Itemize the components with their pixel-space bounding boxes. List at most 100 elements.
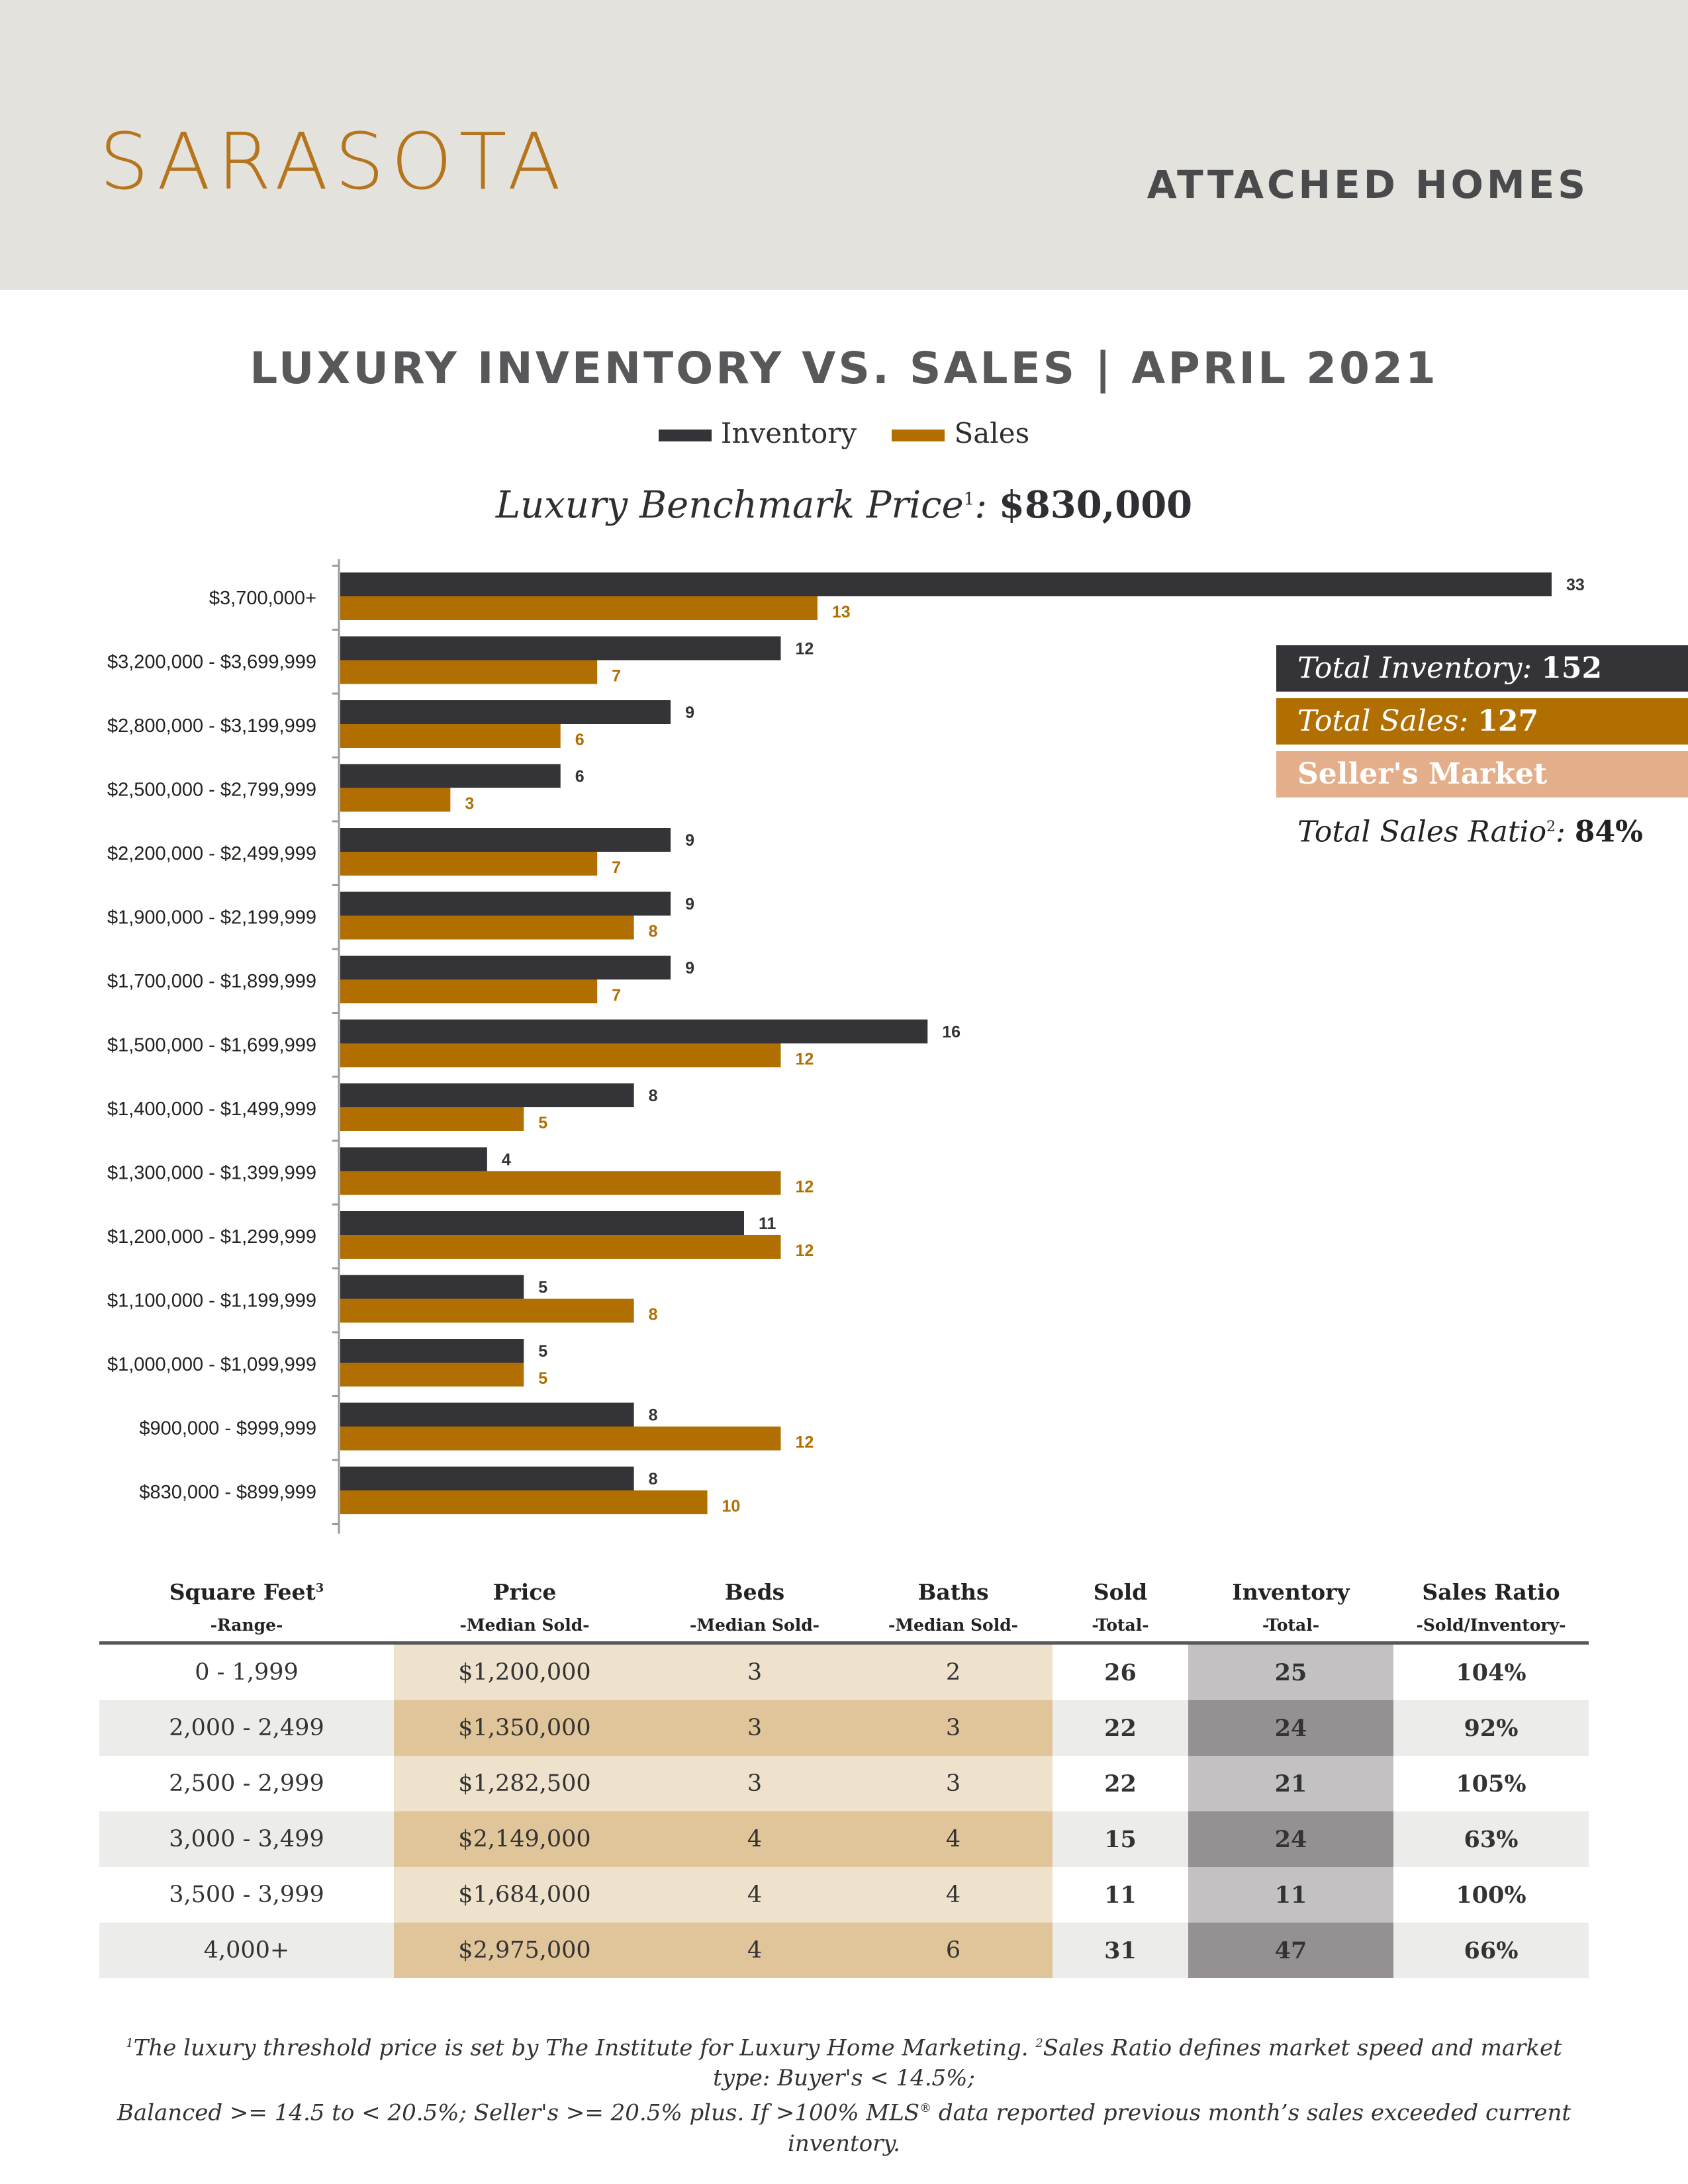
category-label: $900,000 - $999,999 bbox=[139, 1418, 316, 1439]
legend-swatch-sales bbox=[892, 430, 945, 441]
category-label: $1,700,000 - $1,899,999 bbox=[107, 971, 316, 992]
table-cell: 4 bbox=[854, 1867, 1053, 1923]
bar-sales bbox=[340, 724, 561, 748]
col-header-2: Beds bbox=[655, 1575, 854, 1608]
table-cell: 0 - 1,999 bbox=[99, 1643, 394, 1700]
table-cell: 2 bbox=[854, 1643, 1053, 1700]
bar-value-label-sales: 12 bbox=[795, 1178, 814, 1197]
bar-inventory bbox=[340, 1083, 634, 1107]
legend-label-sales: Sales bbox=[954, 417, 1030, 449]
chart-legend: Inventory Sales bbox=[0, 417, 1688, 449]
table-row: 3,500 - 3,999 $1,684,000 4 4 11 11 100% bbox=[99, 1867, 1589, 1923]
benchmark-label: Luxury Benchmark Price bbox=[495, 484, 964, 527]
bar-value-label-inventory: 33 bbox=[1566, 576, 1585, 594]
square-feet-table: Square Feet3 Price Beds Baths Sold Inventory S… bbox=[99, 1575, 1589, 1978]
total-inventory-box: Total Inventory: 152 bbox=[1276, 645, 1688, 692]
bar-value-label-sales: 12 bbox=[795, 1433, 814, 1452]
bar-value-label-inventory: 9 bbox=[685, 959, 694, 978]
table-cell: 2,500 - 2,999 bbox=[99, 1756, 394, 1811]
table-cell: $2,975,000 bbox=[394, 1923, 655, 1978]
table-cell: 15 bbox=[1053, 1811, 1188, 1867]
col-header-6: Sales Ratio bbox=[1393, 1575, 1589, 1608]
bar-inventory bbox=[340, 572, 1552, 596]
table-cell: 66% bbox=[1393, 1923, 1589, 1978]
total-sales-box: Total Sales: 127 bbox=[1276, 698, 1688, 745]
category-label: $1,900,000 - $2,199,999 bbox=[107, 907, 316, 929]
col-header-1: Price bbox=[394, 1575, 655, 1608]
bar-value-label-sales: 3 bbox=[465, 795, 474, 813]
table-cell: 24 bbox=[1188, 1811, 1393, 1867]
city-title: SARASOTA bbox=[99, 116, 568, 207]
bar-value-label-sales: 12 bbox=[795, 1050, 814, 1069]
segment-title: ATTACHED HOMES bbox=[1147, 162, 1589, 207]
bar-inventory bbox=[340, 828, 671, 852]
table-row: 2,500 - 2,999 $1,282,500 3 3 22 21 105% bbox=[99, 1756, 1589, 1811]
bar-inventory bbox=[340, 1275, 524, 1299]
category-label: $1,100,000 - $1,199,999 bbox=[107, 1291, 316, 1312]
col-header-label: Inventory bbox=[1232, 1578, 1350, 1605]
table-row: 3,000 - 3,499 $2,149,000 4 4 15 24 63% bbox=[99, 1811, 1589, 1867]
total-ratio-label: Total Sales Ratio bbox=[1297, 815, 1547, 849]
legend-item-sales: Sales bbox=[892, 417, 1029, 449]
footnote-text-2: Balanced >= 14.5 to < 20.5%; Seller's >=… bbox=[117, 2099, 920, 2126]
table-cell: 31 bbox=[1053, 1923, 1188, 1978]
table-cell: 4 bbox=[655, 1923, 854, 1978]
table-cell: 100% bbox=[1393, 1867, 1589, 1923]
category-label: $1,000,000 - $1,099,999 bbox=[107, 1354, 316, 1375]
category-label: $1,300,000 - $1,399,999 bbox=[107, 1163, 316, 1184]
table-cell: 4 bbox=[655, 1811, 854, 1867]
category-label: $1,200,000 - $1,299,999 bbox=[107, 1226, 316, 1248]
table-row: 4,000+ $2,975,000 4 6 31 47 66% bbox=[99, 1923, 1589, 1978]
table-cell: $2,149,000 bbox=[394, 1811, 655, 1867]
bar-value-label-inventory: 8 bbox=[649, 1470, 658, 1488]
market-type-box: Seller's Market bbox=[1276, 751, 1688, 797]
table-cell: 25 bbox=[1188, 1643, 1393, 1700]
total-inventory-label: Total Inventory: bbox=[1297, 651, 1532, 685]
bar-inventory bbox=[340, 1402, 634, 1427]
bar-value-label-inventory: 16 bbox=[942, 1023, 961, 1042]
bar-value-label-sales: 8 bbox=[649, 1306, 658, 1324]
bar-value-label-inventory: 9 bbox=[685, 831, 694, 850]
col-header-sup: 3 bbox=[315, 1580, 324, 1595]
table-cell: 24 bbox=[1188, 1700, 1393, 1756]
bar-inventory bbox=[340, 1147, 487, 1171]
table-subheader-row: -Range- -Median Sold- -Median Sold- -Median… bbox=[99, 1608, 1589, 1645]
category-label: $830,000 - $899,999 bbox=[139, 1482, 316, 1503]
table-cell: $1,200,000 bbox=[394, 1643, 655, 1700]
bar-value-label-inventory: 6 bbox=[575, 768, 585, 786]
total-ratio-colon: : bbox=[1556, 815, 1566, 849]
bar-inventory bbox=[340, 956, 671, 979]
col-subheader-1: -Median Sold- bbox=[394, 1608, 655, 1645]
category-label: $2,800,000 - $3,199,999 bbox=[107, 715, 316, 737]
table-cell: 3 bbox=[655, 1700, 854, 1756]
col-header-label: Beds bbox=[724, 1578, 785, 1605]
col-subheader-0: -Range- bbox=[99, 1608, 394, 1645]
bar-value-label-sales: 5 bbox=[538, 1369, 547, 1388]
table-cell: 3,000 - 3,499 bbox=[99, 1811, 394, 1867]
legend-item-inventory: Inventory bbox=[658, 417, 857, 449]
bar-value-label-inventory: 4 bbox=[502, 1151, 511, 1169]
table-cell: 3 bbox=[655, 1643, 854, 1700]
bar-value-label-sales: 13 bbox=[832, 603, 851, 621]
bar-value-label-sales: 10 bbox=[722, 1497, 741, 1516]
total-ratio-value: 84% bbox=[1574, 815, 1643, 849]
footnote: 1The luxury threshold price is set by Th… bbox=[99, 2028, 1589, 2159]
bar-sales bbox=[340, 1298, 634, 1323]
total-sales-value: 127 bbox=[1477, 704, 1539, 738]
bar-value-label-sales: 12 bbox=[795, 1242, 814, 1260]
col-header-3: Baths bbox=[854, 1575, 1053, 1608]
footnote-text-1a: The luxury threshold price is set by The… bbox=[133, 2034, 1029, 2062]
table-header-row: Square Feet3 Price Beds Baths Sold Inventory S… bbox=[99, 1575, 1589, 1608]
bar-inventory bbox=[340, 1339, 524, 1363]
category-label: $3,700,000+ bbox=[209, 588, 316, 609]
table-row: 2,000 - 2,499 $1,350,000 3 3 22 24 92% bbox=[99, 1700, 1589, 1756]
benchmark-sup: 1 bbox=[963, 489, 975, 510]
table-body: 0 - 1,999 $1,200,000 3 2 26 25 104% 2,000 - 2,4… bbox=[99, 1643, 1589, 1978]
total-inventory-value: 152 bbox=[1541, 651, 1603, 685]
table-cell: 63% bbox=[1393, 1811, 1589, 1867]
bar-sales bbox=[340, 1426, 781, 1451]
bar-chart: $3,700,000+ 33 13 $3,200,000 - $3,699,999 12… bbox=[107, 559, 1585, 1534]
bar-inventory bbox=[340, 1019, 928, 1044]
table-cell: 4 bbox=[655, 1867, 854, 1923]
table-cell: 47 bbox=[1188, 1923, 1393, 1978]
